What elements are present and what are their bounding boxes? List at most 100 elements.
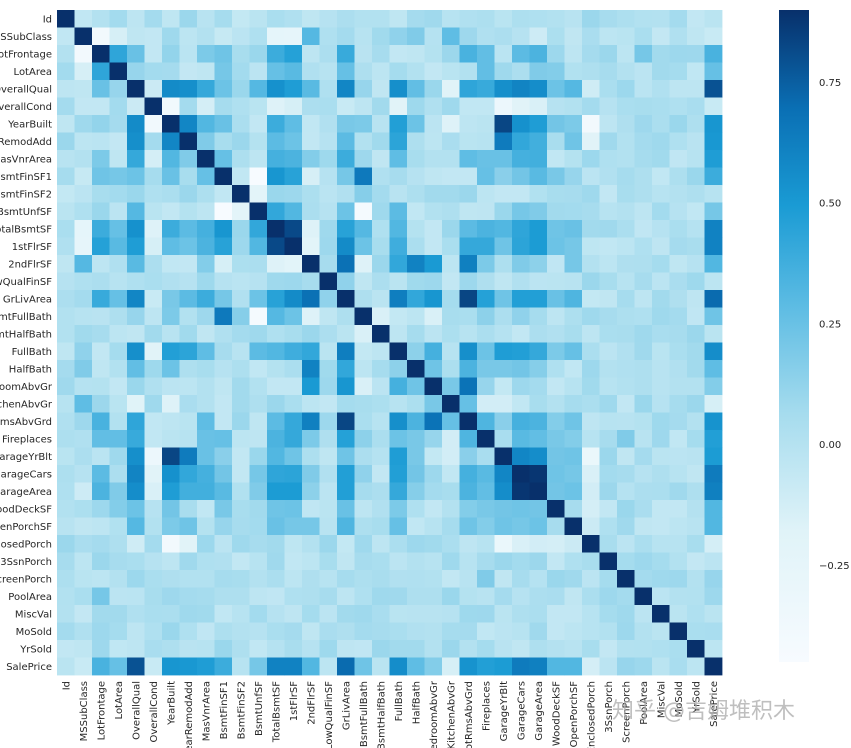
heatmap-cell — [197, 167, 215, 186]
heatmap-cell — [564, 220, 583, 238]
heatmap-cell — [582, 342, 600, 361]
heatmap-cell — [512, 500, 530, 518]
heatmap-cell — [669, 115, 688, 133]
heatmap-cell — [652, 447, 670, 466]
heatmap-cell — [267, 447, 285, 466]
heatmap-cell — [389, 535, 408, 553]
heatmap-cell — [302, 500, 320, 518]
heatmap-cell — [442, 132, 460, 151]
heatmap-cell — [494, 500, 513, 518]
heatmap-cell — [74, 587, 93, 606]
heatmap-cell — [302, 27, 320, 46]
heatmap-cell — [547, 290, 565, 308]
heatmap-cell — [582, 97, 600, 116]
heatmap-cell — [617, 587, 635, 606]
heatmap-cell — [407, 185, 425, 203]
heatmap-cell — [302, 552, 320, 571]
heatmap-cell — [109, 97, 128, 116]
heatmap-cell — [179, 377, 198, 396]
heatmap-cell — [372, 272, 390, 291]
heatmap-cell — [354, 517, 373, 536]
heatmap-cell — [74, 27, 93, 46]
heatmap-cell — [144, 657, 163, 676]
heatmap-cell — [617, 517, 635, 536]
heatmap-cell — [494, 412, 513, 431]
heatmap-cell — [669, 220, 688, 238]
heatmap-cell — [127, 62, 145, 81]
heatmap-cell — [354, 640, 373, 658]
heatmap-cell — [74, 150, 93, 168]
heatmap-cell — [459, 325, 478, 343]
heatmap-cell — [652, 325, 670, 343]
heatmap-cell — [389, 62, 408, 81]
heatmap-cell — [197, 640, 215, 658]
heatmap-cell — [477, 605, 495, 623]
heatmap-cell — [704, 255, 723, 273]
heatmap-cell — [459, 202, 478, 221]
heatmap-cell — [599, 27, 618, 46]
heatmap-cell — [197, 307, 215, 326]
heatmap-cell — [74, 80, 93, 98]
heatmap-cell — [547, 237, 565, 256]
heatmap-cell — [407, 535, 425, 553]
heatmap-cell — [669, 237, 688, 256]
heatmap-cell — [477, 395, 495, 413]
heatmap-cell — [179, 220, 198, 238]
heatmap-cell — [319, 80, 338, 98]
heatmap-cell — [354, 605, 373, 623]
heatmap-cell — [459, 587, 478, 606]
heatmap-cell — [302, 395, 320, 413]
heatmap-cell — [529, 220, 548, 238]
y-tick-label: YearRemodAdd — [0, 137, 52, 148]
heatmap-cell — [389, 342, 408, 361]
y-tick-label: TotalBsmtSF — [0, 224, 52, 235]
heatmap-cell — [197, 237, 215, 256]
heatmap-cell — [442, 395, 460, 413]
heatmap-cell — [372, 97, 390, 116]
heatmap-cell — [442, 27, 460, 46]
heatmap-cell — [652, 132, 670, 151]
heatmap-cell — [407, 255, 425, 273]
heatmap-cell — [687, 97, 705, 116]
x-tick-label: TotRmsAbvGrd — [464, 681, 475, 748]
heatmap-cell — [179, 587, 198, 606]
heatmap-cell — [389, 657, 408, 676]
heatmap-cell — [424, 517, 443, 536]
heatmap-cell — [249, 447, 268, 466]
heatmap-cell — [652, 412, 670, 431]
heatmap-cell — [424, 45, 443, 63]
heatmap-cell — [127, 587, 145, 606]
heatmap-cell — [284, 552, 303, 571]
heatmap-cell — [582, 185, 600, 203]
heatmap-cell — [354, 500, 373, 518]
heatmap-cell — [407, 500, 425, 518]
heatmap-cell — [424, 395, 443, 413]
heatmap-cell — [564, 465, 583, 483]
heatmap-cell — [704, 237, 723, 256]
heatmap-cell — [267, 237, 285, 256]
y-tick-label: WoodDeckSF — [0, 504, 52, 515]
heatmap-cell — [424, 167, 443, 186]
heatmap-cell — [634, 412, 653, 431]
heatmap-cell — [127, 185, 145, 203]
heatmap-cell — [704, 517, 723, 536]
heatmap-cell — [197, 45, 215, 63]
heatmap-cell — [319, 412, 338, 431]
heatmap-cell — [354, 132, 373, 151]
heatmap-cell — [564, 552, 583, 571]
heatmap-cell — [389, 325, 408, 343]
x-tick-label: PoolArea — [639, 681, 650, 725]
heatmap-cell — [652, 255, 670, 273]
heatmap-cell — [547, 27, 565, 46]
heatmap-cell — [669, 622, 688, 641]
watermark-text: 知乎 @吉姆堆积木 — [612, 699, 795, 724]
heatmap-cell — [687, 325, 705, 343]
heatmap-cell — [109, 605, 128, 623]
heatmap-cell — [617, 535, 635, 553]
heatmap-cell — [232, 237, 250, 256]
heatmap-cell — [704, 657, 723, 676]
heatmap-cell — [92, 220, 110, 238]
heatmap-cell — [162, 132, 180, 151]
heatmap-cell — [372, 447, 390, 466]
heatmap-cell — [162, 640, 180, 658]
